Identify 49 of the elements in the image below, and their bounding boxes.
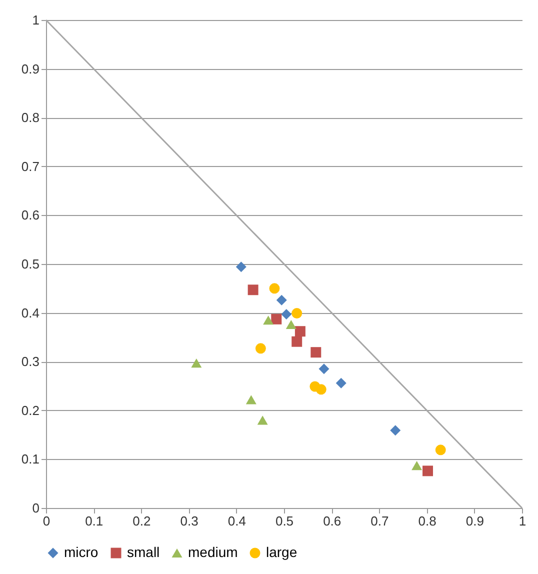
point [336,378,346,388]
point [246,395,256,404]
point [263,316,274,325]
x-tick-label: 0.3 [180,514,198,528]
point [276,294,287,306]
point [248,284,258,296]
point [422,466,433,476]
y-tick-label: 0.3 [21,354,40,370]
point [191,358,202,368]
point [318,364,330,374]
y-tick-label: 0.6 [21,208,40,223]
point [390,425,401,436]
x-tick-label: 1 [518,514,526,528]
y-tick-label: 0.5 [21,256,40,272]
x-tick-label: 0.5 [275,514,294,528]
point [435,444,446,456]
point [294,326,306,337]
x-tick-label: 0.2 [132,514,151,528]
point [316,384,326,395]
legend-label: large [266,544,298,560]
legend-label: medium [188,544,238,560]
x-tick-label: 0.6 [323,514,342,528]
point [292,336,302,347]
point [269,283,280,294]
y-tick-label: 1 [32,12,40,28]
point [310,347,322,358]
y-tick-label: 0.7 [21,158,40,174]
x-tick-label: 0.1 [85,514,104,528]
point [292,308,302,319]
x-tick-label: 0 [42,514,50,528]
point [412,461,422,470]
point [286,320,296,330]
point [236,262,246,272]
y-tick-label: 0.8 [21,110,40,126]
x-tick-label: 0.8 [418,514,436,528]
point [255,343,266,354]
legend-label: micro [64,544,98,560]
y-tick-label: 0.9 [21,61,40,76]
legend-label: small [127,544,160,560]
y-tick-label: 0.1 [21,452,40,467]
y-tick-label: 0.2 [21,402,40,418]
y-tick-label: 0 [32,500,40,516]
x-tick-label: 0.7 [370,514,389,528]
x-tick-label: 0.4 [228,514,246,528]
point [257,416,268,425]
point [281,309,292,320]
y-tick-label: 0.4 [21,305,40,320]
x-tick-label: 0.9 [466,514,484,528]
point [271,314,282,324]
